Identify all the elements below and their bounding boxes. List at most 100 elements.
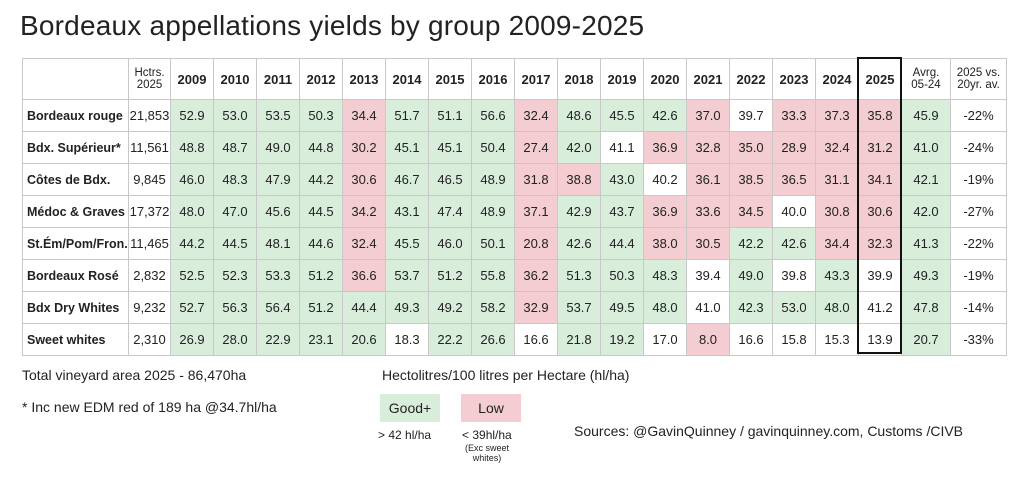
change-cell: -24% <box>950 131 1007 164</box>
hectares: 9,232 <box>128 291 171 324</box>
legend-good-note: > 42 hl/ha <box>378 428 432 442</box>
yield-cell: 32.8 <box>686 131 730 164</box>
yield-cell: 31.2 <box>858 131 902 164</box>
yield-cell: 34.2 <box>342 195 386 228</box>
yield-cell: 19.2 <box>600 323 644 356</box>
average-cell: 42.1 <box>901 163 951 196</box>
yield-cell: 26.6 <box>471 323 515 356</box>
average-cell: 45.9 <box>901 99 951 132</box>
year-header: 2017 <box>514 58 558 100</box>
yield-cell: 48.6 <box>557 99 601 132</box>
header-row: Hctrs. 2025 2009 2010 2011 2012 2013 2014 2015 2… <box>22 58 1007 100</box>
yield-cell: 42.6 <box>643 99 687 132</box>
yield-cell: 45.1 <box>385 131 429 164</box>
year-header: 2010 <box>213 58 257 100</box>
table-row: Médoc & Graves 17,372 48.0 47.0 45.6 44.5 34.2… <box>22 195 1007 228</box>
yield-cell: 15.3 <box>815 323 859 356</box>
yield-cell: 49.0 <box>256 131 300 164</box>
table-row: St.Ém/Pom/Fron. 11,465 44.2 44.5 48.1 44.6 32.… <box>22 227 1007 260</box>
yield-cell: 51.2 <box>299 259 343 292</box>
hectares: 21,853 <box>128 99 171 132</box>
yield-cell: 50.3 <box>600 259 644 292</box>
legend-good: Good+ <box>380 394 440 422</box>
yield-cell: 34.1 <box>858 163 902 196</box>
yield-cell: 49.2 <box>428 291 472 324</box>
legend-low-subnote: (Exc sweet whites) <box>465 443 510 463</box>
change-cell: -19% <box>950 259 1007 292</box>
table-row: Bordeaux rouge 21,853 52.9 53.0 53.5 50.3 34.4… <box>22 99 1007 132</box>
yield-cell: 42.2 <box>729 227 773 260</box>
row-label: Bordeaux Rosé <box>22 259 129 292</box>
yield-cell: 48.3 <box>643 259 687 292</box>
yield-cell: 53.3 <box>256 259 300 292</box>
legend-title: Hectolitres/100 litres per Hectare (hl/h… <box>382 367 630 383</box>
change-cell: -22% <box>950 227 1007 260</box>
yield-cell: 33.6 <box>686 195 730 228</box>
change-header: 2025 vs. 20yr. av. <box>950 58 1007 100</box>
yield-cell: 33.3 <box>772 99 816 132</box>
table-row: Bordeaux Rosé 2,832 52.5 52.3 53.3 51.2 36.6 53… <box>22 259 1007 292</box>
average-header: Avrg. 05-24 <box>901 58 951 100</box>
hectares: 11,561 <box>128 131 171 164</box>
yield-cell: 8.0 <box>686 323 730 356</box>
hectares: 9,845 <box>128 163 171 196</box>
yield-cell: 34.5 <box>729 195 773 228</box>
yield-cell: 39.4 <box>686 259 730 292</box>
yield-cell: 46.5 <box>428 163 472 196</box>
yield-cell: 46.0 <box>428 227 472 260</box>
yield-cell: 53.0 <box>772 291 816 324</box>
yield-cell: 53.7 <box>385 259 429 292</box>
yield-cell: 48.3 <box>213 163 257 196</box>
yield-cell: 51.1 <box>428 99 472 132</box>
average-cell: 20.7 <box>901 323 951 356</box>
average-cell: 41.0 <box>901 131 951 164</box>
row-label: Sweet whites <box>22 323 129 356</box>
yield-cell: 56.4 <box>256 291 300 324</box>
yield-cell: 37.0 <box>686 99 730 132</box>
yield-cell: 21.8 <box>557 323 601 356</box>
yield-cell: 47.9 <box>256 163 300 196</box>
yield-cell: 16.6 <box>514 323 558 356</box>
yield-cell: 22.2 <box>428 323 472 356</box>
change-cell: -27% <box>950 195 1007 228</box>
yield-cell: 52.9 <box>170 99 214 132</box>
yield-cell: 56.3 <box>213 291 257 324</box>
row-label: Bdx Dry Whites <box>22 291 129 324</box>
yield-cell: 34.4 <box>815 227 859 260</box>
year-header: 2013 <box>342 58 386 100</box>
hectares-header: Hctrs. 2025 <box>128 58 171 100</box>
yield-cell: 56.6 <box>471 99 515 132</box>
yield-cell: 30.2 <box>342 131 386 164</box>
yield-cell: 23.1 <box>299 323 343 356</box>
yield-cell: 48.0 <box>170 195 214 228</box>
yield-cell: 39.8 <box>772 259 816 292</box>
yield-cell: 42.6 <box>772 227 816 260</box>
table-row: Côtes de Bdx. 9,845 46.0 48.3 47.9 44.2 30.6 46… <box>22 163 1007 196</box>
yield-cell: 30.8 <box>815 195 859 228</box>
yield-cell: 37.3 <box>815 99 859 132</box>
yield-cell: 22.9 <box>256 323 300 356</box>
yield-cell: 49.5 <box>600 291 644 324</box>
yield-cell: 49.0 <box>729 259 773 292</box>
yield-cell: 53.5 <box>256 99 300 132</box>
yield-cell: 32.4 <box>514 99 558 132</box>
yield-cell: 42.3 <box>729 291 773 324</box>
yield-cell: 38.8 <box>557 163 601 196</box>
yield-cell: 47.0 <box>213 195 257 228</box>
yield-cell: 15.8 <box>772 323 816 356</box>
yield-cell: 36.9 <box>643 131 687 164</box>
yield-cell: 38.0 <box>643 227 687 260</box>
yield-cell: 47.4 <box>428 195 472 228</box>
average-cell: 42.0 <box>901 195 951 228</box>
yield-cell: 48.9 <box>471 163 515 196</box>
yield-cell: 44.6 <box>299 227 343 260</box>
year-header: 2014 <box>385 58 429 100</box>
yield-cell: 43.1 <box>385 195 429 228</box>
yield-cell: 17.0 <box>643 323 687 356</box>
total-note: Total vineyard area 2025 - 86,470ha <box>22 367 247 383</box>
yield-cell: 42.9 <box>557 195 601 228</box>
row-label: Côtes de Bdx. <box>22 163 129 196</box>
yield-cell: 45.6 <box>256 195 300 228</box>
yield-cell: 32.4 <box>815 131 859 164</box>
